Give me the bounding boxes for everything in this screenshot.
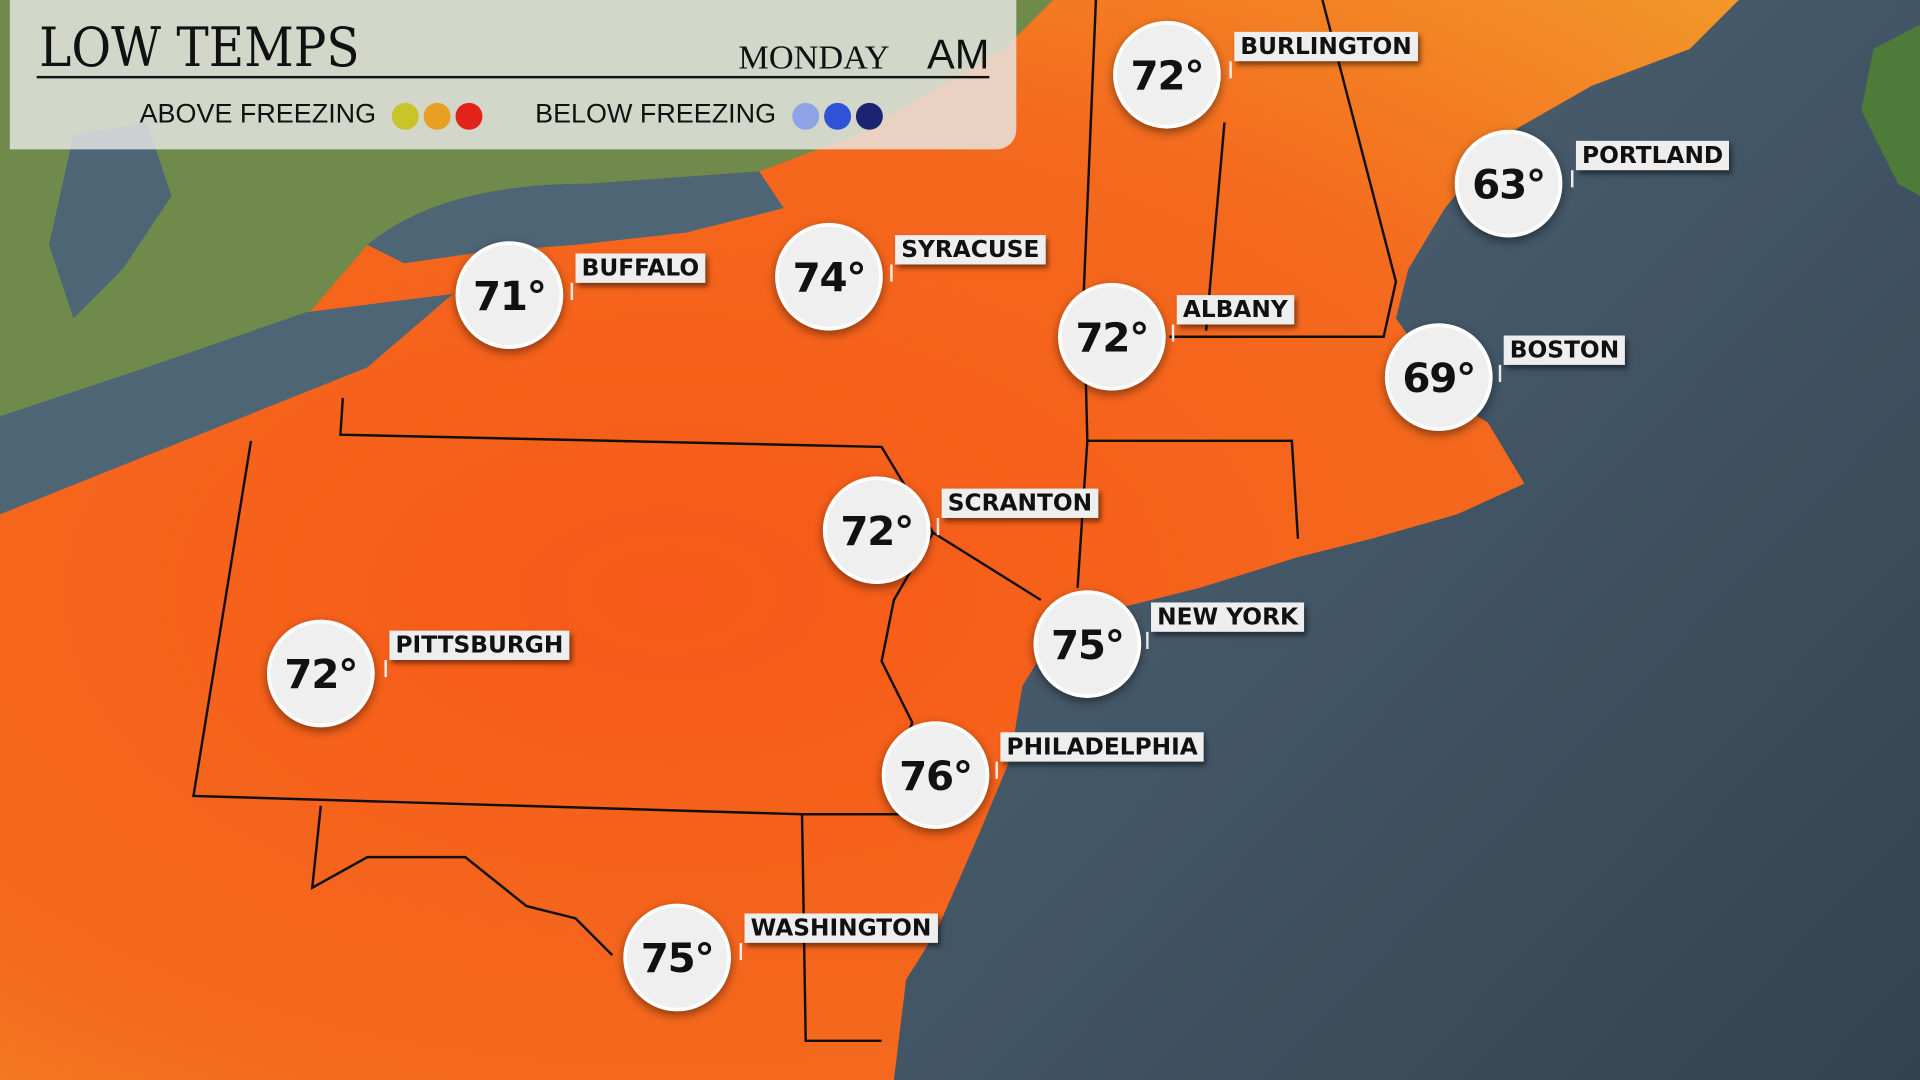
legend-dot-below-1 bbox=[792, 102, 820, 130]
label-connector bbox=[890, 264, 893, 282]
temperature-bubble: 74° bbox=[775, 222, 883, 331]
temperature-bubble: 63° bbox=[1454, 129, 1563, 238]
temperature-bubble: 72° bbox=[1113, 20, 1221, 129]
city-name-label: PITTSBURGH bbox=[389, 630, 570, 661]
legend-dot-below-3 bbox=[855, 102, 883, 130]
label-connector bbox=[739, 942, 743, 961]
temperature-bubble: 69° bbox=[1384, 323, 1493, 432]
label-connector bbox=[995, 761, 998, 779]
city-name-label: BOSTON bbox=[1503, 335, 1626, 365]
legend-dot-above-2 bbox=[423, 102, 451, 130]
lake-huron bbox=[48, 122, 172, 319]
legend-below-label: BELOW FREEZING bbox=[535, 97, 777, 129]
header-panel bbox=[9, 0, 1017, 150]
city-name-label: SCRANTON bbox=[941, 488, 1099, 518]
city-name-label: BURLINGTON bbox=[1234, 31, 1418, 62]
temperature-bubble: 76° bbox=[881, 721, 990, 829]
label-connector bbox=[1229, 61, 1232, 79]
label-connector bbox=[570, 282, 574, 301]
city-name-label: ALBANY bbox=[1176, 295, 1294, 325]
temperature-bubble: 71° bbox=[455, 241, 564, 349]
legend-dot-below-2 bbox=[824, 102, 852, 130]
day-label: MONDAY bbox=[738, 39, 890, 78]
city-name-label: PHILADELPHIA bbox=[1000, 732, 1204, 762]
city-name-label: SYRACUSE bbox=[895, 235, 1046, 265]
legend-dot-above-1 bbox=[391, 102, 419, 130]
label-connector bbox=[1571, 170, 1574, 188]
legend-dot-above-3 bbox=[455, 102, 483, 130]
nova-scotia-land bbox=[1861, 24, 1920, 196]
temperature-bubble: 72° bbox=[1057, 282, 1166, 391]
temperature-bubble: 72° bbox=[266, 619, 375, 728]
ocean bbox=[893, 0, 1920, 1080]
label-connector bbox=[936, 517, 940, 536]
label-connector bbox=[1498, 364, 1502, 383]
city-name-label: WASHINGTON bbox=[744, 913, 938, 943]
city-name-label: PORTLAND bbox=[1575, 140, 1730, 171]
temperature-bubble: 75° bbox=[1033, 590, 1142, 698]
label-connector bbox=[1171, 324, 1175, 342]
period-label: AM bbox=[926, 31, 990, 79]
temperature-bubble: 72° bbox=[822, 476, 931, 585]
title-divider bbox=[36, 75, 990, 79]
legend-above-label: ABOVE FREEZING bbox=[139, 97, 377, 129]
label-connector bbox=[1146, 631, 1149, 649]
page-title: LOW TEMPS bbox=[39, 17, 360, 80]
temperature-bubble: 75° bbox=[623, 903, 732, 1012]
city-name-label: NEW YORK bbox=[1151, 602, 1305, 632]
lake-ontario bbox=[367, 171, 784, 264]
lake-erie bbox=[0, 293, 454, 515]
city-name-label: BUFFALO bbox=[575, 253, 706, 283]
label-connector bbox=[384, 660, 387, 678]
